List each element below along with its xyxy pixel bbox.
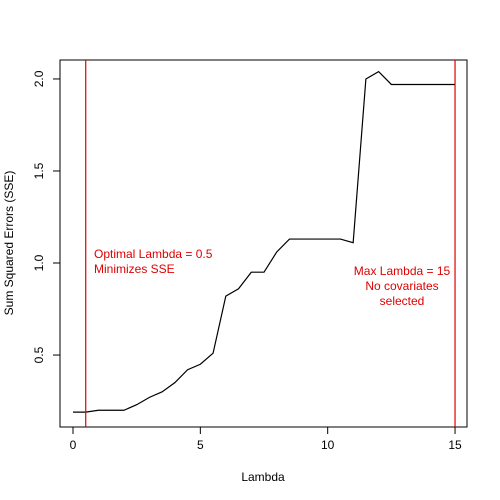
x-tick-label: 5 [197, 438, 204, 452]
annotation: selected [380, 294, 425, 308]
x-axis-label: Lambda [241, 470, 285, 484]
line-series [72, 70, 456, 413]
y-axis-label: Sum Squared Errors (SSE) [2, 171, 16, 316]
y-tick-label: 2.0 [32, 70, 46, 87]
y-tick-label: 1.0 [32, 254, 46, 271]
plot-box [59, 59, 468, 428]
y-tick-label: 1.5 [32, 162, 46, 179]
annotation: No covariates [365, 279, 438, 293]
x-tick-label: 10 [321, 438, 335, 452]
annotation: Optimal Lambda = 0.5 [94, 247, 213, 261]
x-tick-label: 0 [70, 438, 77, 452]
annotation: Max Lambda = 15 [354, 264, 451, 278]
annotation: Minimizes SSE [94, 262, 175, 276]
y-tick-label: 0.5 [32, 346, 46, 363]
x-tick-label: 15 [448, 438, 462, 452]
